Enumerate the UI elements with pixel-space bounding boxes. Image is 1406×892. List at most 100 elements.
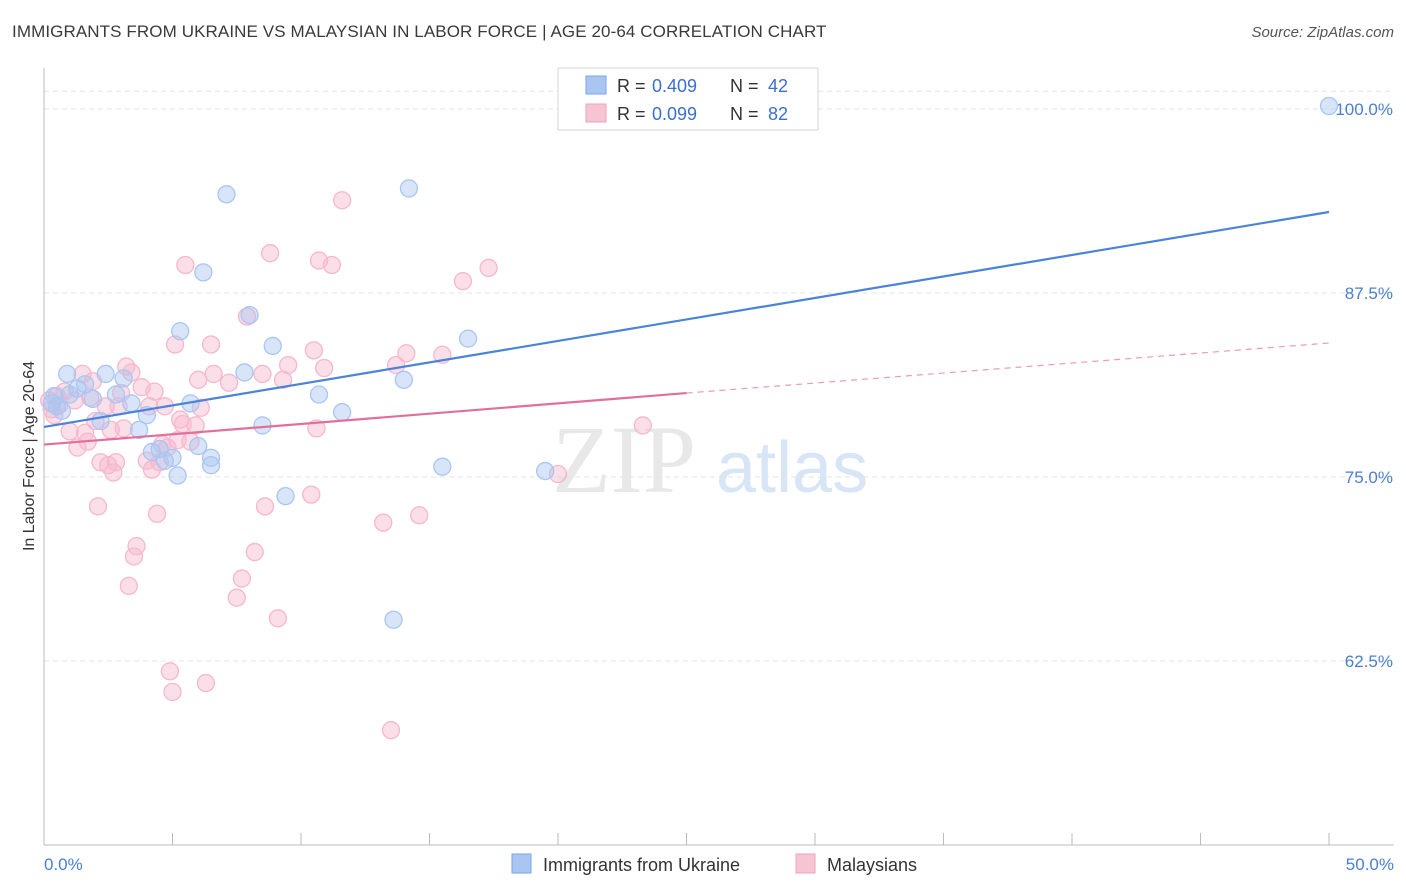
malaysians-point — [106, 453, 126, 472]
watermark-zip: ZIP — [552, 406, 696, 513]
y-tick-labels: 62.5% 75.0% 87.5% 100.0% — [1335, 100, 1393, 671]
ukraine-point — [91, 411, 110, 431]
legend-swatch-ukraine — [585, 75, 607, 95]
ukraine-point — [163, 448, 182, 467]
legend-n-label-malaysians: N = — [730, 104, 759, 124]
malaysians-point — [65, 391, 84, 410]
ukraine-points — [42, 96, 1339, 629]
ukraine-point — [96, 364, 115, 384]
ukraine-point — [384, 610, 403, 629]
malaysians-point — [261, 244, 280, 263]
malaysians-point — [219, 373, 239, 392]
y-tick-label: 100.0% — [1335, 100, 1393, 119]
ukraine-point — [171, 322, 190, 341]
malaysians-point — [201, 335, 221, 354]
x-tick-label-max: 50.0% — [1346, 855, 1394, 874]
y-tick-label: 87.5% — [1345, 284, 1393, 303]
ukraine-point — [57, 364, 77, 384]
legend-r-value-ukraine: 0.409 — [652, 76, 697, 96]
malaysians-point — [633, 416, 652, 435]
ukraine-point — [122, 394, 141, 413]
malaysians-point — [160, 662, 180, 681]
legend-swatch-malaysians — [585, 103, 607, 123]
malaysians-point — [189, 370, 208, 389]
malaysians-point — [147, 504, 167, 523]
malaysians-points — [39, 191, 652, 740]
ukraine-point — [332, 403, 352, 422]
malaysians-point — [163, 682, 182, 702]
chart-title: IMMIGRANTS FROM UKRAINE VS MALAYSIAN IN … — [12, 22, 827, 41]
ukraine-point — [114, 369, 133, 388]
malaysians-point — [232, 569, 252, 588]
ukraine-point — [52, 401, 72, 420]
ukraine-point — [309, 385, 329, 404]
watermark-atlas: atlas — [716, 428, 868, 508]
ukraine-point — [253, 416, 272, 435]
malaysians-trend-extension — [686, 342, 1330, 394]
ukraine-point — [433, 457, 452, 476]
malaysians-point — [145, 382, 164, 401]
correlation-legend: R = 0.409 N = 42 R = 0.099 N = 82 — [557, 67, 819, 131]
legend-n-value-ukraine: 42 — [768, 76, 788, 96]
x-axis-ticks — [43, 833, 1330, 845]
ukraine-point — [189, 436, 208, 456]
bottom-legend-swatch-ukraine — [511, 853, 532, 874]
malaysians-point — [278, 355, 298, 375]
ukraine-point — [42, 394, 61, 413]
ukraine-point — [45, 386, 64, 406]
malaysians-point — [119, 576, 138, 596]
malaysians-point — [186, 416, 205, 435]
ukraine-point — [276, 486, 295, 506]
malaysians-point — [453, 272, 473, 291]
malaysians-point — [253, 364, 272, 384]
malaysians-point — [332, 191, 352, 210]
ukraine-point — [83, 389, 102, 409]
malaysians-point — [255, 497, 275, 516]
malaysians-point — [114, 419, 133, 438]
ukraine-point — [168, 466, 187, 485]
x-tick-label-min: 0.0% — [44, 855, 83, 874]
legend-n-label-ukraine: N = — [730, 76, 759, 96]
ukraine-point — [106, 385, 126, 404]
malaysians-point — [302, 485, 321, 504]
ukraine-point — [150, 439, 169, 459]
legend-r-label-ukraine: R = — [617, 76, 646, 96]
ukraine-point — [1319, 96, 1339, 116]
ukraine-point — [399, 179, 419, 198]
malaysians-point — [117, 357, 136, 376]
ukraine-point — [240, 305, 259, 325]
malaysians-point — [88, 497, 108, 516]
malaysians-point — [479, 258, 498, 278]
malaysians-point — [142, 460, 162, 479]
source-credit: Source: ZipAtlas.com — [1251, 24, 1394, 41]
ukraine-point — [235, 363, 254, 382]
bottom-legend-label-malaysians: Malaysians — [827, 855, 917, 875]
malaysians-point — [176, 255, 195, 275]
bottom-legend-swatch-malaysians — [795, 853, 816, 874]
malaysians-point — [304, 341, 324, 360]
malaysians-point — [191, 398, 210, 417]
ukraine-point — [536, 461, 555, 481]
malaysians-point — [196, 673, 216, 693]
legend-r-value-malaysians: 0.099 — [652, 104, 697, 124]
malaysians-point — [410, 506, 429, 525]
ukraine-point — [129, 420, 149, 440]
malaysians-point — [322, 255, 341, 275]
ukraine-trend-line — [43, 210, 1330, 429]
ukraine-point — [75, 375, 95, 394]
ukraine-point — [263, 336, 282, 356]
malaysians-point — [227, 588, 246, 607]
legend-n-value-malaysians: 82 — [768, 104, 788, 124]
malaysians-point — [204, 364, 223, 384]
y-tick-label: 75.0% — [1345, 468, 1393, 487]
malaysians-point — [127, 537, 146, 556]
ukraine-point — [194, 263, 213, 282]
legend-r-label-malaysians: R = — [617, 104, 646, 124]
malaysians-point — [314, 358, 334, 378]
malaysians-point — [397, 344, 416, 363]
y-tick-label: 62.5% — [1345, 652, 1393, 671]
bottom-legend-label-ukraine: Immigrants from Ukraine — [543, 855, 740, 875]
ukraine-point — [201, 448, 221, 467]
ukraine-point — [217, 185, 236, 204]
